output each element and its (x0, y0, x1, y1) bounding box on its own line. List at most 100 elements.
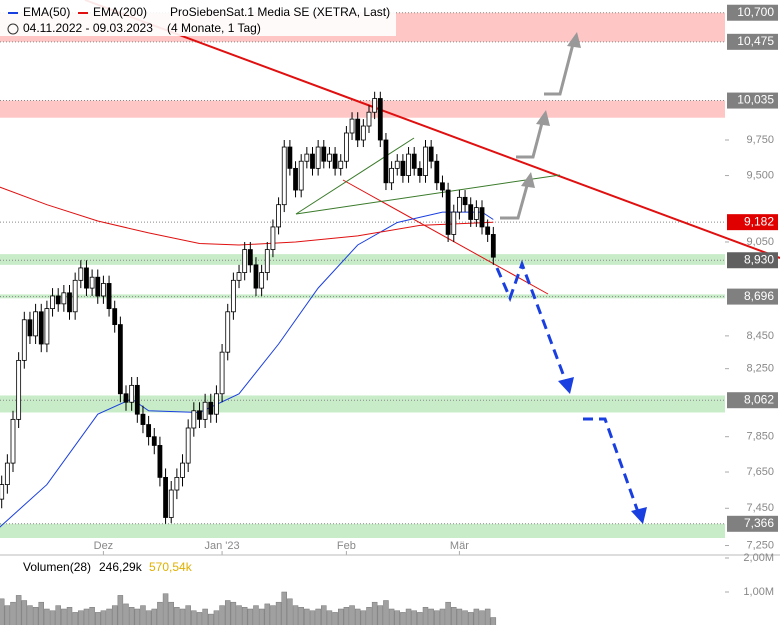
volume-bar (213, 610, 220, 625)
volume-bar (451, 607, 457, 625)
level-box (727, 214, 778, 231)
x-tick-label: Feb (337, 540, 356, 552)
volume-bar (4, 605, 11, 625)
volume-bar (32, 607, 39, 625)
candle-body (389, 167, 395, 184)
candle-body (473, 207, 479, 220)
ema-line (0, 211, 494, 528)
candle-body (163, 476, 168, 518)
volume-bar (72, 612, 78, 625)
level-box (727, 33, 778, 50)
candle-body (462, 196, 468, 206)
chart-title: ProSiebenSat.1 Media SE (XETRA, Last) (170, 5, 390, 19)
candle-body (445, 189, 451, 235)
triangle-line (295, 174, 561, 215)
volume-bar (366, 607, 372, 625)
candle-body (304, 153, 310, 162)
x-tick-label: Dez (94, 540, 114, 552)
volume-bar (162, 593, 169, 625)
candle-body (214, 393, 219, 415)
period: (4 Monate, 1 Tag) (167, 21, 261, 35)
level-label: 8,696 (744, 289, 774, 303)
candle-body (50, 295, 55, 310)
volume-bar (490, 617, 497, 625)
candle-body (61, 292, 67, 305)
candle-body (383, 139, 389, 184)
volume-bar (49, 610, 56, 625)
volume-bar (422, 607, 429, 625)
volume-bar (275, 601, 282, 625)
candle-body (134, 384, 140, 415)
candle-body (27, 319, 33, 337)
candle-body (417, 167, 423, 176)
volume-bar (66, 607, 73, 625)
candle-body (434, 160, 440, 184)
volume-bar (55, 605, 61, 625)
candle-body (287, 146, 293, 169)
candle-body (44, 308, 50, 345)
volume-bar (456, 608, 463, 625)
candle-body (423, 146, 428, 176)
volume-bar (479, 610, 485, 625)
volume-bar (21, 600, 28, 625)
candle-body (21, 319, 27, 361)
candle-body (394, 160, 400, 169)
volume-bar (15, 595, 22, 625)
candle-body (372, 98, 378, 113)
volume-bar (371, 601, 378, 625)
volume-bar (224, 600, 231, 625)
candle-body (293, 167, 298, 191)
candle-body (338, 160, 344, 169)
volume-bar (417, 612, 423, 625)
date-range: 04.11.2022 - 09.03.2023 (23, 21, 153, 35)
volume-bar (473, 608, 480, 625)
volume-bar (405, 608, 412, 625)
candle-body (264, 249, 270, 273)
volume-bar (123, 603, 129, 625)
candle-body (343, 132, 349, 162)
candle-body (479, 207, 485, 228)
volume-bar (467, 612, 474, 625)
level-label: 10,700 (737, 5, 774, 19)
volume-bar (434, 610, 440, 625)
volume-bar (78, 610, 84, 625)
volume-bar (168, 601, 174, 625)
level-box (727, 92, 778, 109)
candle-body (95, 276, 101, 297)
volume-bar (304, 608, 310, 625)
volume-bar (241, 607, 248, 625)
candle-body (366, 111, 372, 127)
candle-body (315, 146, 321, 169)
y-tick-label: 9,750 (746, 134, 774, 146)
volume-bar (38, 601, 45, 625)
candle-body (38, 311, 44, 345)
x-tick-label: Mär (450, 540, 469, 552)
level-label: 8,930 (744, 252, 774, 266)
volume-bar (445, 601, 451, 625)
volume-bar (383, 600, 389, 625)
volume-bar (44, 608, 50, 625)
candle-body (468, 204, 474, 220)
candle-body (89, 276, 95, 289)
candle-body (327, 153, 332, 162)
volume-bar (332, 612, 338, 625)
volume-bar (337, 608, 344, 625)
volume-bar (174, 607, 180, 625)
volume-bar (0, 598, 5, 625)
candle-body (225, 311, 231, 353)
candle-body (117, 324, 123, 395)
volume-bar (343, 607, 350, 625)
volume-average: 570,54k (149, 560, 193, 574)
candle-body (360, 125, 366, 141)
volume-bar (128, 607, 135, 625)
candle-body (355, 118, 361, 141)
zone (0, 395, 725, 413)
level-box (727, 392, 778, 409)
candle-body (140, 413, 146, 425)
y-tick-label: 7,250 (746, 539, 774, 551)
level-label: 9,182 (744, 214, 774, 228)
ema-line (0, 186, 494, 246)
volume-bar (95, 612, 101, 625)
level-box (727, 252, 778, 269)
